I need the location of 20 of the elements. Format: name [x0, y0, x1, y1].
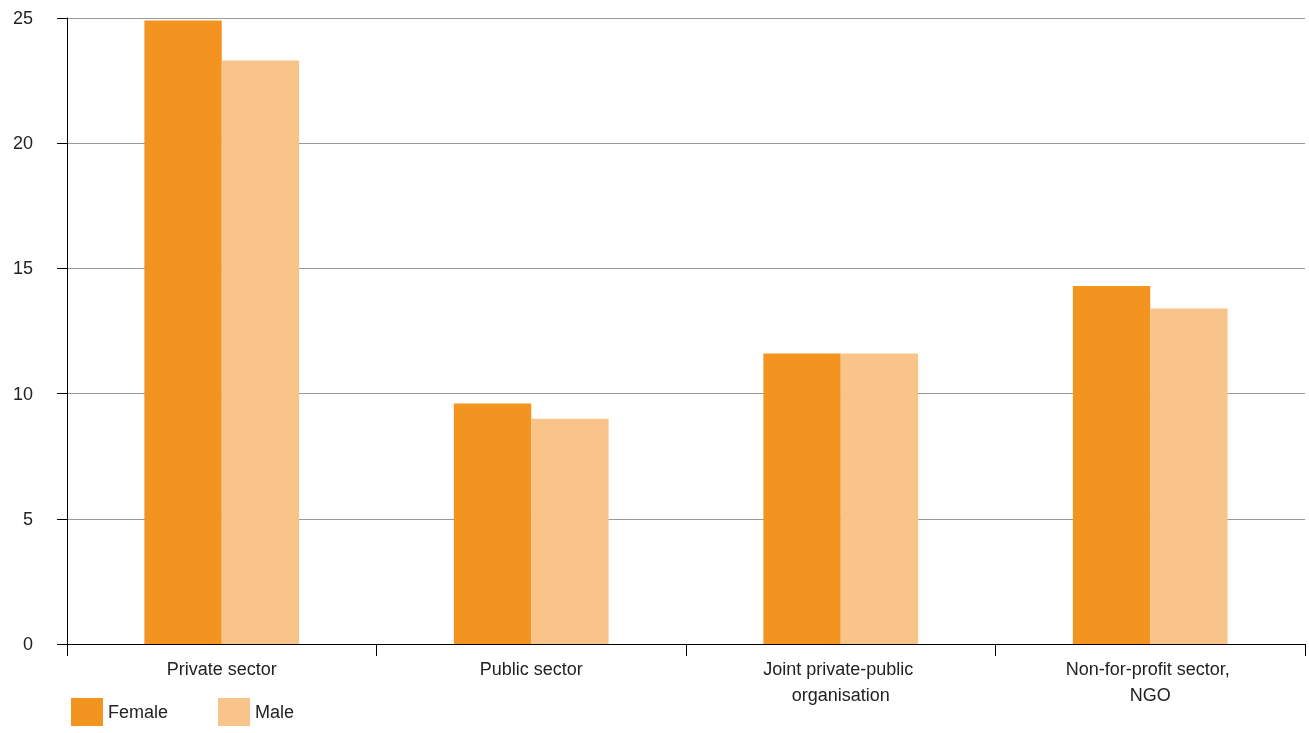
x-tick-label: Non-for-profit sector, NGO	[1065, 659, 1235, 705]
y-tick-label: 25	[12, 8, 33, 28]
bar	[763, 353, 841, 644]
y-tick-label: 10	[12, 383, 33, 404]
x-tick-label: Joint private-public organisation	[763, 659, 919, 705]
bar	[840, 353, 919, 644]
bar	[1150, 308, 1228, 644]
bar	[221, 60, 300, 644]
bar	[144, 20, 222, 644]
legend-label: Female	[108, 702, 169, 722]
y-tick-label: 20	[12, 133, 33, 154]
legend-label: Male	[255, 702, 295, 722]
y-tick-label: 5	[22, 508, 33, 529]
y-tick-label: 15	[12, 258, 33, 279]
x-tick-label: Private sector	[166, 659, 277, 679]
bar	[1072, 285, 1151, 644]
x-tick-label: Public sector	[479, 659, 583, 679]
bar	[531, 418, 609, 644]
y-tick-label: 0	[22, 634, 33, 654]
bar	[453, 403, 532, 644]
